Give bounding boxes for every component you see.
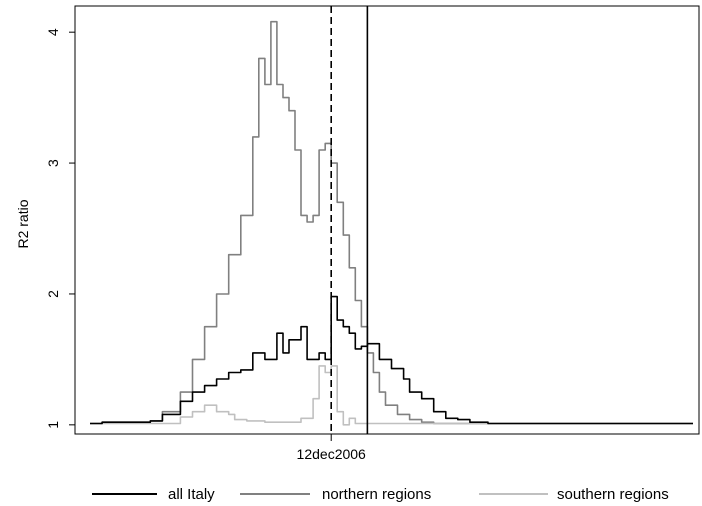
series-line-southern-regions [90, 365, 693, 426]
y-tick-label: 1 [45, 421, 61, 429]
series-line-northern-regions [90, 20, 693, 425]
x-tick-label: 12dec2006 [297, 446, 367, 462]
legend-label: all Italy [168, 486, 215, 503]
y-axis: 1 2 3 4 [45, 28, 76, 429]
y-tick-label: 4 [45, 28, 61, 36]
series-line-all-italy [90, 295, 693, 425]
y-tick-label: 3 [45, 159, 61, 167]
x-axis: 12dec2006 [297, 434, 367, 462]
marker-layer [330, 6, 369, 434]
y-tick-label: 2 [45, 290, 61, 298]
legend: all Italy northern regions southern region… [92, 486, 669, 503]
legend-label: southern regions [557, 486, 669, 503]
series-layer [90, 20, 693, 426]
y-axis-title: R2 ratio [15, 199, 31, 248]
legend-label: northern regions [322, 486, 431, 503]
plot-frame [74, 5, 700, 435]
